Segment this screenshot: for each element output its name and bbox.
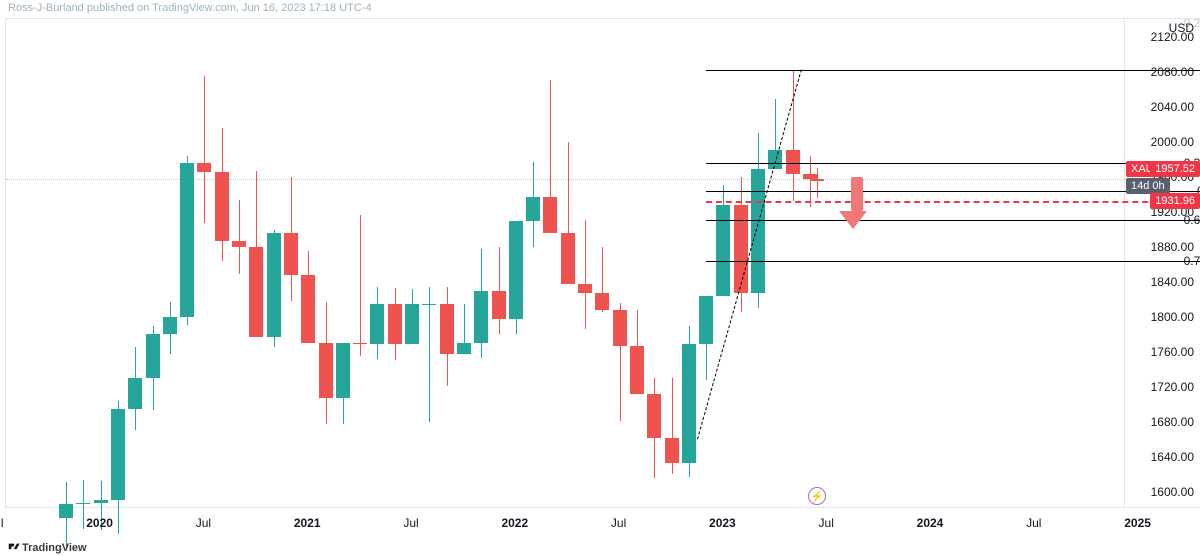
projection-diagonal[interactable]: [697, 70, 802, 440]
candle-body[interactable]: [353, 343, 367, 344]
y-tick: 1800.00: [1151, 310, 1194, 324]
candle-body[interactable]: [319, 343, 333, 398]
candle-body[interactable]: [215, 172, 229, 241]
candle-body[interactable]: [699, 296, 713, 344]
candle-body[interactable]: [810, 179, 824, 181]
candle-wick: [360, 215, 361, 356]
candle-body[interactable]: [422, 304, 436, 305]
x-tick: Jul: [196, 516, 211, 530]
candle-body[interactable]: [716, 205, 730, 296]
publish-info: Ross-J-Burland published on TradingView.…: [8, 2, 372, 14]
x-tick: 2021: [294, 516, 321, 530]
x-tick: 2025: [1124, 516, 1151, 530]
time-axis[interactable]: Jul2020Jul2021Jul2022Jul2023Jul2024Jul20…: [5, 510, 1125, 536]
candle-body[interactable]: [665, 438, 679, 463]
candle-body[interactable]: [232, 241, 246, 247]
candle-wick: [793, 70, 794, 201]
candle-body[interactable]: [647, 394, 661, 439]
candle-body[interactable]: [146, 334, 160, 378]
tradingview-logo[interactable]: TradingView: [6, 539, 87, 554]
candle-wick: [585, 220, 586, 329]
x-tick: Jul: [403, 516, 418, 530]
last-price-badge: 1957.52: [1150, 161, 1200, 177]
candle-wick: [239, 200, 240, 274]
x-tick: Jul: [611, 516, 626, 530]
candle-body[interactable]: [94, 500, 108, 503]
y-tick: 1680.00: [1151, 415, 1194, 429]
candle-body[interactable]: [111, 409, 125, 500]
y-tick: 2040.00: [1151, 100, 1194, 114]
candle-body[interactable]: [543, 197, 557, 233]
candle-body[interactable]: [440, 304, 454, 354]
candle-body[interactable]: [405, 304, 419, 343]
y-tick: 2120.00: [1151, 30, 1194, 44]
last-price-dotted: [6, 179, 1126, 180]
chart-root: Ross-J-Burland published on TradingView.…: [0, 0, 1200, 556]
go-to-realtime-icon[interactable]: ⚡: [808, 487, 826, 505]
brand-text: TradingView: [22, 542, 87, 554]
candle-body[interactable]: [613, 310, 627, 346]
candle-body[interactable]: [284, 233, 298, 275]
x-tick: 2020: [86, 516, 113, 530]
candle-body[interactable]: [561, 233, 575, 285]
candle-wick: [817, 168, 818, 198]
price-axis[interactable]: USD1600.001640.001680.001720.001760.0018…: [1126, 18, 1200, 508]
candle-body[interactable]: [630, 346, 644, 393]
x-tick: 2023: [709, 516, 736, 530]
y-tick: 1600.00: [1151, 485, 1194, 499]
candle-body[interactable]: [336, 343, 350, 398]
candle-body[interactable]: [180, 163, 194, 316]
candle-body[interactable]: [509, 221, 523, 319]
candle-body[interactable]: [76, 503, 90, 504]
down-arrow[interactable]: [847, 177, 867, 230]
y-tick: 1640.00: [1151, 450, 1194, 464]
candle-body[interactable]: [578, 284, 592, 293]
candle-body[interactable]: [370, 304, 384, 343]
y-tick: 1840.00: [1151, 275, 1194, 289]
candle-body[interactable]: [267, 233, 281, 336]
candle-body[interactable]: [751, 169, 765, 293]
candle-body[interactable]: [457, 343, 471, 354]
candle-body[interactable]: [128, 378, 142, 410]
candle-body[interactable]: [197, 163, 211, 172]
price-plot[interactable]: 0(2081.82)0.382(1975.95)0.5(1943.25)0.61…: [5, 18, 1125, 508]
candle-body[interactable]: [526, 197, 540, 222]
candle-body[interactable]: [474, 291, 488, 343]
x-tick: 2024: [917, 516, 944, 530]
candle-body[interactable]: [388, 304, 402, 343]
target-price-badge: 1931.96: [1150, 193, 1200, 209]
candle-body[interactable]: [163, 317, 177, 335]
x-tick: Jul: [819, 516, 834, 530]
candle-wick: [429, 287, 430, 422]
candle-body[interactable]: [492, 291, 506, 319]
y-tick: 1760.00: [1151, 345, 1194, 359]
x-tick: Jul: [0, 516, 3, 530]
candle-body[interactable]: [301, 275, 315, 342]
x-tick: Jul: [1026, 516, 1041, 530]
y-tick: 2080.00: [1151, 65, 1194, 79]
candle-wick: [204, 76, 205, 223]
y-tick: 1880.00: [1151, 240, 1194, 254]
countdown-badge: 14d 0h: [1126, 178, 1170, 194]
candle-body[interactable]: [595, 293, 609, 311]
x-tick: 2022: [501, 516, 528, 530]
candle-body[interactable]: [682, 344, 696, 463]
y-tick: 1720.00: [1151, 380, 1194, 394]
candle-body[interactable]: [249, 247, 263, 336]
candle-wick: [810, 156, 811, 207]
y-tick: 2000.00: [1151, 135, 1194, 149]
